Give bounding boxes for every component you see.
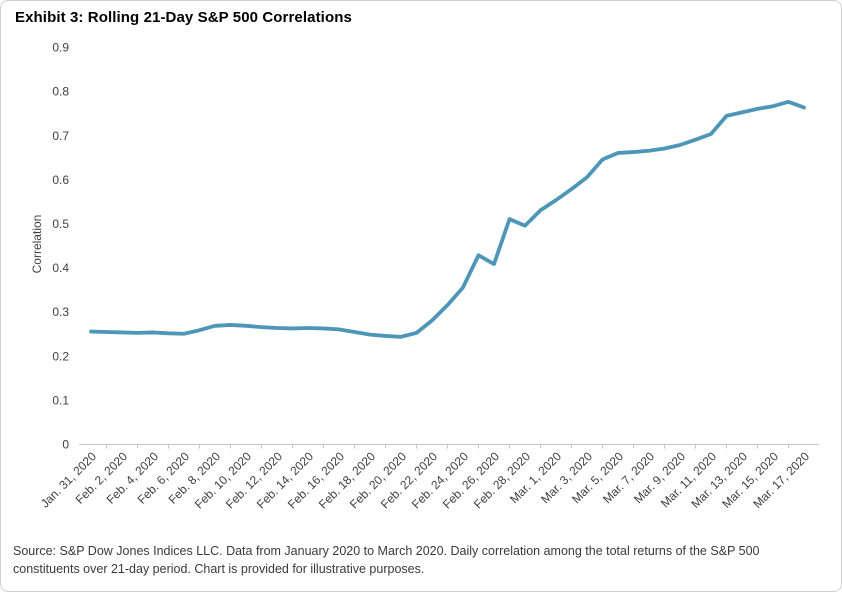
correlation-line-chart: 00.10.20.30.40.50.60.70.80.9CorrelationJ… [30,41,819,511]
y-tick-label: 0.4 [52,261,69,275]
y-tick-label: 0.8 [52,85,69,99]
y-tick-label: 0 [62,438,69,452]
source-note: Source: S&P Dow Jones Indices LLC. Data … [13,544,760,577]
y-axis-title: Correlation [30,215,44,274]
y-tick-label: 0.9 [52,41,69,55]
y-tick-label: 0.2 [52,349,69,363]
y-tick-label: 0.6 [52,173,69,187]
chart-title: Exhibit 3: Rolling 21-Day S&P 500 Correl… [15,9,352,26]
y-tick-label: 0.7 [52,129,69,143]
y-tick-label: 0.3 [52,305,69,319]
y-tick-label: 0.1 [52,393,69,407]
correlation-line [89,99,806,339]
y-tick-label: 0.5 [52,217,69,231]
